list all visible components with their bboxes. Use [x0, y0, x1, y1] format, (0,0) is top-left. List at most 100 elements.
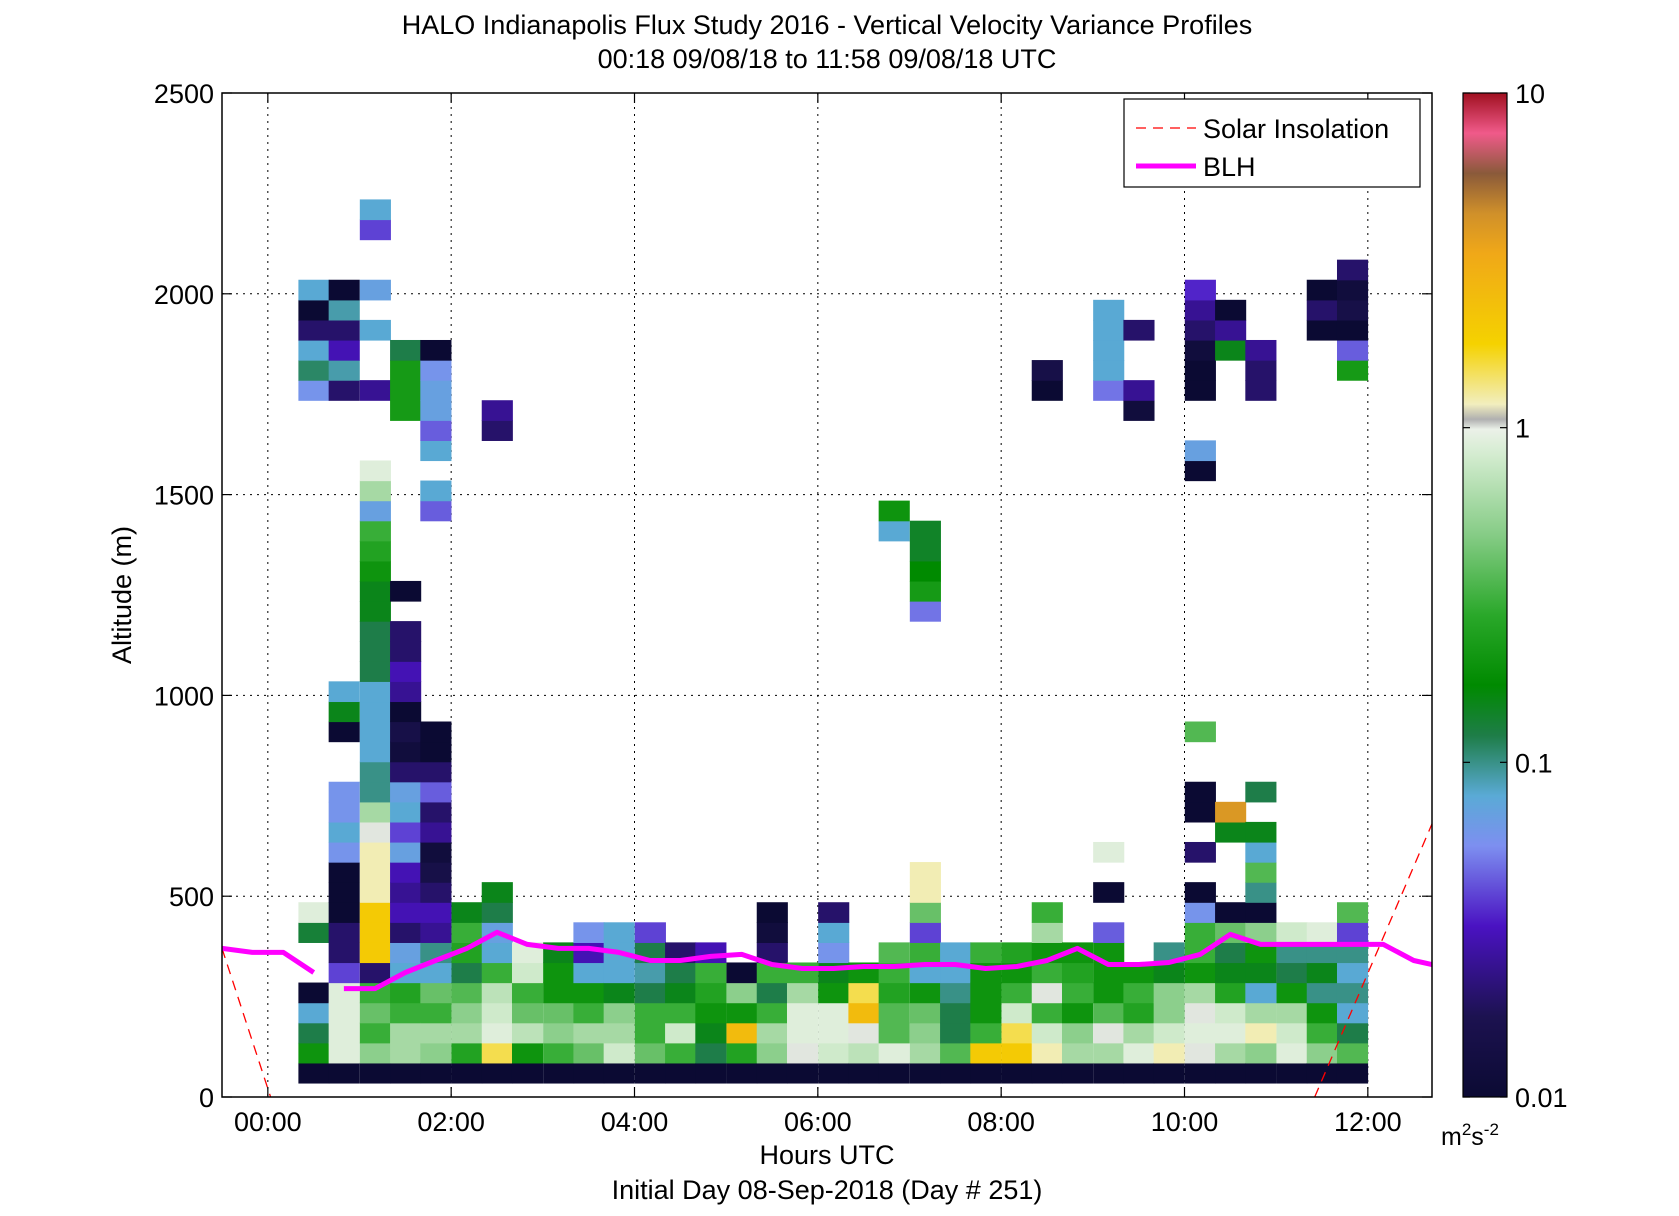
plot-frame [221, 92, 1433, 1098]
variance-cell [298, 319, 330, 341]
variance-cell [1306, 922, 1338, 943]
variance-cell [665, 1062, 697, 1084]
variance-cell [1184, 460, 1216, 482]
variance-cell [420, 801, 452, 823]
variance-cell [328, 922, 360, 943]
variance-cell [1001, 942, 1033, 964]
variance-cell [359, 380, 391, 401]
variance-cell [1245, 781, 1277, 803]
variance-cell [909, 540, 941, 562]
variance-cell [756, 1062, 788, 1084]
colorbar-tick-label: 10 [1515, 79, 1545, 109]
variance-cell [909, 1002, 941, 1024]
variance-cell [390, 621, 422, 642]
variance-cell [909, 520, 941, 542]
variance-cell [818, 922, 850, 943]
y-tick-label: 500 [169, 882, 214, 912]
variance-cell [1184, 882, 1216, 903]
variance-cell [1061, 1042, 1094, 1064]
variance-cell [970, 1002, 1002, 1024]
variance-cell [359, 781, 391, 803]
chart-subtitle: 00:18 09/08/18 to 11:58 09/08/18 UTC [598, 44, 1057, 74]
variance-cell [1123, 400, 1155, 421]
variance-cell [328, 962, 360, 984]
variance-cell [603, 1042, 635, 1064]
variance-cell [1245, 821, 1277, 843]
variance-cell [603, 982, 635, 1004]
colorbar-tick-label: 0.1 [1515, 748, 1553, 778]
variance-cell [328, 1022, 360, 1044]
variance-cell [359, 841, 391, 863]
variance-cell [481, 1062, 513, 1084]
variance-cell [1093, 841, 1125, 863]
variance-cell [1215, 1022, 1247, 1044]
variance-cell [420, 400, 452, 421]
variance-cell [909, 882, 941, 903]
variance-cell [420, 1062, 452, 1084]
variance-cell [328, 942, 360, 964]
variance-cell [1061, 1062, 1094, 1084]
solar-insolation-line [1314, 823, 1432, 1097]
variance-cell [359, 922, 391, 943]
variance-cell [390, 1002, 422, 1024]
variance-cell [1245, 1042, 1277, 1064]
variance-cell [573, 1042, 605, 1064]
variance-cell [1215, 982, 1247, 1004]
variance-cell [1336, 1062, 1369, 1084]
variance-cell [1306, 982, 1338, 1004]
variance-cell [1031, 1062, 1063, 1084]
legend-box [1123, 98, 1421, 188]
variance-cell [1306, 942, 1338, 964]
variance-cell [328, 1042, 360, 1064]
variance-cell [420, 440, 452, 462]
variance-cell [1093, 982, 1125, 1004]
variance-cell [298, 982, 330, 1004]
variance-cell [543, 1042, 575, 1064]
variance-cell [1153, 1062, 1185, 1084]
axis-ticks: 00:00 02:00 04:00 06:00 08:00 10:00 12:00 0 500 1… [154, 79, 1432, 1137]
variance-cell [756, 1042, 788, 1064]
variance-cell [1184, 1022, 1216, 1044]
x-tick-label: 06:00 [784, 1107, 852, 1137]
variance-cell [1336, 1042, 1369, 1064]
variance-cell [695, 1062, 727, 1084]
variance-cell [451, 962, 483, 984]
variance-cell [878, 520, 910, 542]
variance-cell [726, 1062, 758, 1084]
variance-cell [909, 560, 941, 582]
variance-cell [665, 982, 697, 1004]
variance-cell [390, 701, 422, 723]
variance-cell [634, 982, 666, 1004]
variance-cell [1336, 1002, 1369, 1024]
y-axis-label: Altitude (m) [107, 526, 137, 664]
variance-cell [390, 821, 422, 843]
variance-cell [1336, 962, 1369, 984]
legend-solar-label: Solar Insolation [1203, 114, 1389, 144]
variance-cell [359, 942, 391, 964]
variance-cell [420, 480, 452, 502]
variance-cell [878, 982, 910, 1004]
variance-cell [1336, 942, 1369, 964]
variance-cell [1184, 922, 1216, 943]
variance-cell [1093, 922, 1125, 943]
variance-cell [1031, 982, 1063, 1004]
variance-cell [818, 1022, 850, 1044]
variance-cell [511, 1042, 544, 1064]
variance-cell [420, 841, 452, 863]
variance-cell [695, 1022, 727, 1044]
variance-cell [1184, 721, 1216, 743]
variance-cell [634, 1022, 666, 1044]
variance-cell [1031, 1022, 1063, 1044]
variance-cell [1031, 922, 1063, 943]
variance-cell [359, 821, 391, 843]
variance-cell [451, 902, 483, 923]
variance-cell [420, 1002, 452, 1024]
variance-cell [1336, 360, 1369, 381]
variance-cell [328, 380, 360, 401]
variance-cell [359, 1062, 391, 1084]
variance-cell [1245, 902, 1277, 923]
variance-cell [1215, 1002, 1247, 1024]
variance-cell [390, 882, 422, 903]
variance-cell [390, 761, 422, 783]
variance-cell [1093, 962, 1125, 984]
